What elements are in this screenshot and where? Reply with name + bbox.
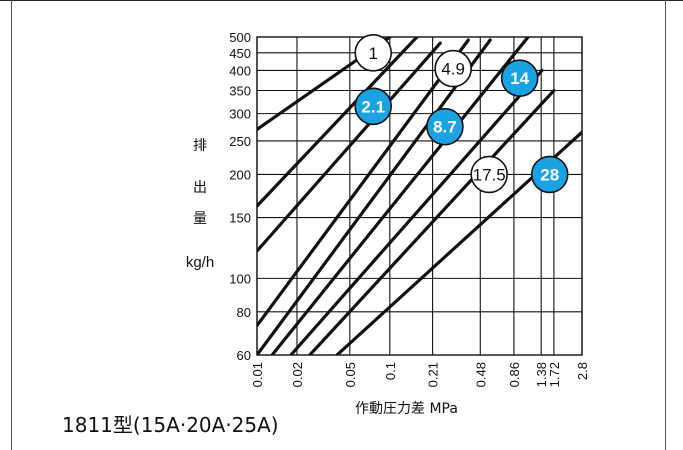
series-badge-circle <box>470 155 508 194</box>
series-badge-label: 8.7 <box>433 118 457 137</box>
plot-frame <box>256 36 583 356</box>
series-badge-circle <box>530 155 569 194</box>
y-axis-label-char-2: 出 <box>193 180 207 196</box>
x-tick-label: 1.72 <box>547 362 562 387</box>
series-badge-2: 2.1 <box>354 87 393 126</box>
y-axis-label-char-1: 排 <box>193 138 207 154</box>
y-tick-label: 250 <box>229 134 251 149</box>
x-tick-label: 0.86 <box>507 362 522 387</box>
y-tick-label: 100 <box>229 271 251 286</box>
series-badge-7: 28 <box>530 155 569 194</box>
x-tick-label: 0.1 <box>383 362 398 380</box>
y-tick-label: 400 <box>229 63 251 78</box>
x-tick-label: 2.8 <box>575 362 590 380</box>
y-tick-label: 150 <box>229 211 251 226</box>
x-tick-label: 0.48 <box>473 362 488 387</box>
y-tick-label: 500 <box>229 30 251 45</box>
series-badge-label: 1 <box>368 44 377 63</box>
y-tick-label: 80 <box>237 305 251 320</box>
frame-left-border <box>11 0 12 450</box>
x-axis-title: 作動圧力差 MPa <box>355 401 458 417</box>
y-tick-label: 300 <box>229 107 251 122</box>
series-line-2 <box>257 37 419 208</box>
chart-title: 1811型(15A·20A·25A) <box>62 413 279 437</box>
series-line-4 <box>257 38 470 328</box>
series-line-3 <box>257 41 442 253</box>
frame-right-border <box>665 0 666 450</box>
series-badge-circle <box>426 107 464 146</box>
series-line-8 <box>308 88 556 355</box>
series-badge-circle <box>354 87 393 126</box>
x-tick-label: 0.02 <box>290 362 305 387</box>
series-badge-5: 14 <box>500 59 539 97</box>
series-badge-label: 14 <box>510 69 529 88</box>
y-tick-label: 350 <box>229 83 251 98</box>
x-tick-label: 0.01 <box>250 362 265 387</box>
series-badge-1: 1 <box>354 34 393 72</box>
x-tick-labels: 0.01 0.02 0.05 0.1 0.21 0.48 0.86 1.381.72 2.8 <box>250 362 590 387</box>
y-tick-label: 450 <box>229 46 251 61</box>
x-tick-label: 0.21 <box>426 362 441 387</box>
series-badge-circle <box>500 59 539 97</box>
y-axis-unit: kg/h <box>186 254 214 271</box>
series-badge-circle <box>354 34 393 72</box>
x-tick-label: 0.05 <box>343 362 358 387</box>
series-badge-label: 17.5 <box>473 165 506 184</box>
series-badge-4: 8.7 <box>426 107 464 146</box>
series-line-5 <box>257 38 492 355</box>
series-badge-label: 4.9 <box>441 60 465 79</box>
y-tick-label: 200 <box>229 167 251 182</box>
series-badge-3: 4.9 <box>434 49 472 88</box>
series-badge-6: 17.5 <box>470 155 508 194</box>
series-badge-label: 28 <box>540 165 559 184</box>
y-axis-label-char-3: 量 <box>193 211 207 227</box>
x-tick-label: 1.38 <box>534 362 549 387</box>
y-tick-label: 60 <box>237 348 251 363</box>
series-line-6 <box>270 37 530 355</box>
frame-top-border <box>0 0 683 1</box>
series-line-7 <box>289 68 544 355</box>
chart-badges: 1 2.1 4.9 8.7 14 17.5 28 <box>354 34 569 194</box>
series-badge-circle <box>434 49 472 88</box>
series-badge-label: 2.1 <box>361 97 385 116</box>
